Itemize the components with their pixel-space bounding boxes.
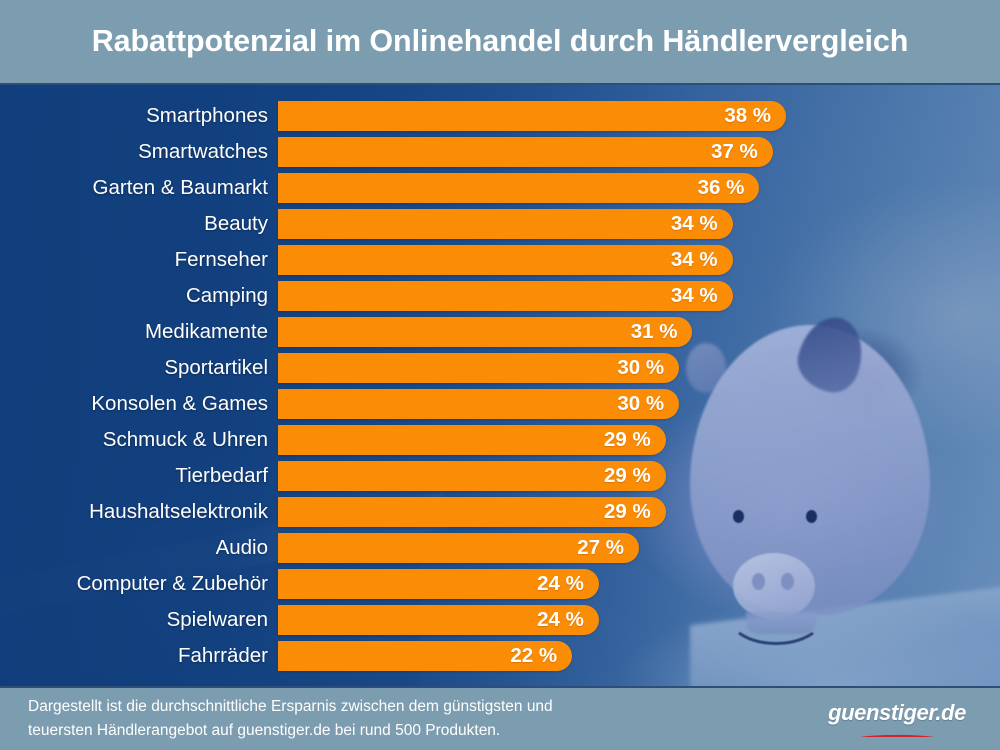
bar-value-label: 29 %	[603, 428, 651, 451]
bar-track: 34 %	[278, 209, 1000, 239]
category-label: Konsolen & Games	[91, 392, 268, 415]
guenstiger-logo[interactable]: guenstiger.de	[812, 697, 982, 741]
bar-track: 30 %	[278, 353, 1000, 383]
chart-row: Camping 34 %	[0, 281, 1000, 311]
category-label: Sportartikel	[164, 356, 268, 379]
bar: 37 %	[278, 137, 773, 167]
footnote-line-1: Dargestellt ist die durchschnittliche Er…	[28, 697, 553, 715]
bar-track: 34 %	[278, 245, 1000, 275]
chart-row: Haushaltselektronik 29 %	[0, 497, 1000, 527]
bar-value-label: 31 %	[630, 320, 678, 343]
bar-value-label: 36 %	[697, 176, 745, 199]
category-label: Smartphones	[146, 104, 268, 127]
category-label: Garten & Baumarkt	[92, 176, 268, 199]
chart-row: Computer & Zubehör 24 %	[0, 569, 1000, 599]
category-label: Fernseher	[174, 248, 268, 271]
bar: 24 %	[278, 569, 599, 599]
category-label: Camping	[185, 284, 268, 307]
logo-swoosh-icon	[822, 725, 972, 737]
bar-value-label: 27 %	[577, 536, 624, 559]
bar: 31 %	[278, 317, 693, 347]
chart-row: Fahrräder 22 %	[0, 641, 1000, 671]
category-label: Spielwaren	[166, 608, 268, 631]
bar-value-label: 29 %	[603, 500, 651, 523]
bar: 24 %	[278, 605, 599, 635]
bar: 29 %	[278, 461, 666, 491]
bar-track: 24 %	[278, 569, 1000, 599]
chart-row: Audio 27 %	[0, 533, 1000, 563]
bar-chart: Smartphones 38 % Smartwatches 37 % Garten & …	[0, 85, 1000, 686]
chart-row: Garten & Baumarkt 36 %	[0, 173, 1000, 203]
category-label: Medikamente	[144, 320, 268, 343]
chart-row: Sportartikel 30 %	[0, 353, 1000, 383]
bar-track: 34 %	[278, 281, 1000, 311]
bar-track: 37 %	[278, 137, 1000, 167]
bar-value-label: 34 %	[670, 284, 718, 307]
bar: 34 %	[278, 281, 733, 311]
bar: 27 %	[278, 533, 639, 563]
bar: 30 %	[278, 353, 680, 383]
bar: 36 %	[278, 173, 760, 203]
category-label: Haushaltselektronik	[89, 500, 268, 523]
chart-row: Spielwaren 24 %	[0, 605, 1000, 635]
bar-track: 29 %	[278, 425, 1000, 455]
category-label: Fahrräder	[177, 644, 268, 667]
bar-track: 31 %	[278, 317, 1000, 347]
bar-value-label: 24 %	[537, 608, 584, 631]
category-label: Beauty	[204, 212, 268, 235]
chart-row: Smartphones 38 %	[0, 101, 1000, 131]
bar-track: 24 %	[278, 605, 1000, 635]
bar-track: 22 %	[278, 641, 1000, 671]
category-label: Audio	[215, 536, 268, 559]
bar-value-label: 30 %	[617, 356, 665, 379]
page-title: Rabattpotenzial im Onlinehandel durch Hä…	[91, 24, 909, 58]
bar-track: 36 %	[278, 173, 1000, 203]
bar-value-label: 29 %	[603, 464, 651, 487]
header-band: Rabattpotenzial im Onlinehandel durch Hä…	[0, 0, 1000, 85]
bar-track: 38 %	[278, 101, 1000, 131]
bar: 29 %	[278, 425, 666, 455]
footer-band: Dargestellt ist die durchschnittliche Er…	[0, 686, 1000, 750]
bar-value-label: 24 %	[537, 572, 584, 595]
bar: 38 %	[278, 101, 787, 131]
bar: 34 %	[278, 209, 733, 239]
bar-track: 30 %	[278, 389, 1000, 419]
category-label: Smartwatches	[138, 140, 268, 163]
bar: 29 %	[278, 497, 666, 527]
bar-value-label: 22 %	[510, 644, 558, 667]
bar-track: 29 %	[278, 461, 1000, 491]
category-label: Tierbedarf	[175, 464, 268, 487]
category-label: Schmuck & Uhren	[102, 428, 268, 451]
bar-track: 29 %	[278, 497, 1000, 527]
chart-row: Medikamente 31 %	[0, 317, 1000, 347]
chart-row: Konsolen & Games 30 %	[0, 389, 1000, 419]
bar-value-label: 34 %	[670, 212, 718, 235]
chart-row: Schmuck & Uhren 29 %	[0, 425, 1000, 455]
bar: 22 %	[278, 641, 573, 671]
bar-value-label: 34 %	[670, 248, 718, 271]
footnote-line-2: teuersten Händlerangebot auf guenstiger.…	[28, 722, 501, 739]
chart-row: Smartwatches 37 %	[0, 137, 1000, 167]
bar: 34 %	[278, 245, 733, 275]
logo-wordmark: guenstiger.de	[828, 699, 966, 725]
bar: 30 %	[278, 389, 680, 419]
bar-value-label: 38 %	[724, 104, 772, 127]
footnote-text: Dargestellt ist die durchschnittliche Er…	[28, 695, 553, 743]
chart-row: Fernseher 34 %	[0, 245, 1000, 275]
bar-value-label: 30 %	[617, 392, 665, 415]
chart-row: Beauty 34 %	[0, 209, 1000, 239]
chart-row: Tierbedarf 29 %	[0, 461, 1000, 491]
bar-track: 27 %	[278, 533, 1000, 563]
category-label: Computer & Zubehör	[76, 572, 268, 595]
bar-value-label: 37 %	[710, 140, 758, 163]
